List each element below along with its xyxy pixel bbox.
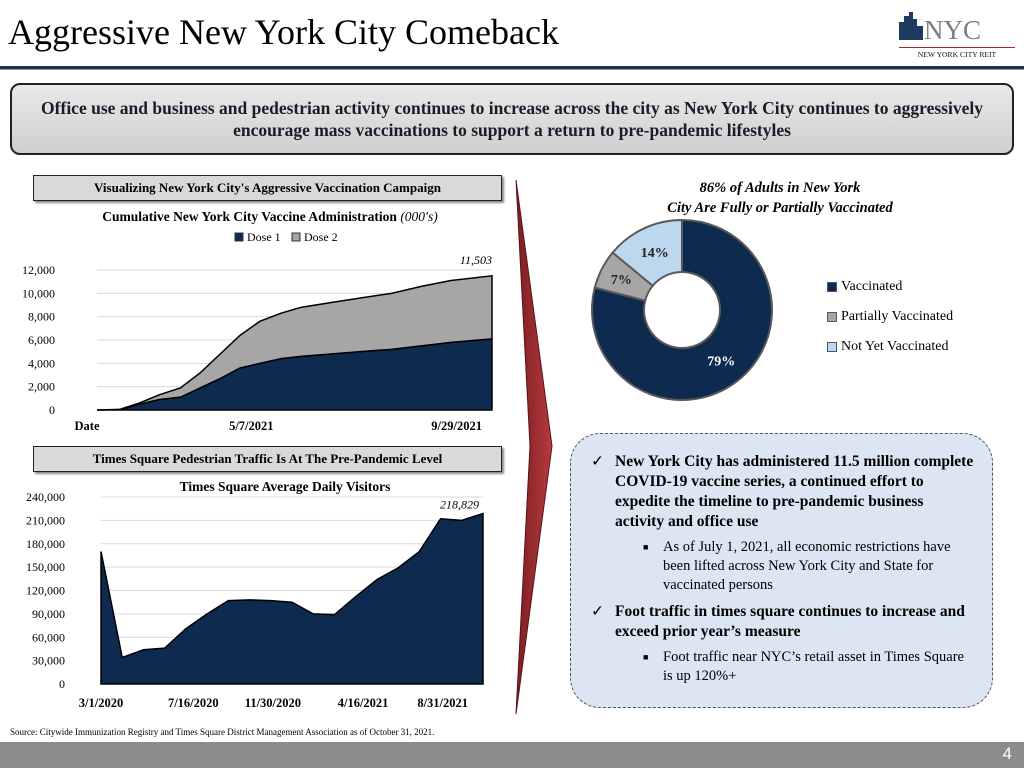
square-bullet-icon: ■ [643, 652, 649, 662]
bullet-point: ✓ New York City has administered 11.5 mil… [591, 452, 974, 532]
checkmark-icon: ✓ [591, 603, 604, 620]
section-header-vaccination: Visualizing New York City's Aggressive V… [33, 175, 502, 201]
sub-bullet-text: As of July 1, 2021, all economic restric… [663, 539, 951, 593]
area-dose-2 [96, 274, 493, 411]
y-tick-label: 30,000 [32, 654, 65, 668]
square-bullet-icon: ■ [643, 542, 649, 552]
sub-bullet-point: ■ As of July 1, 2021, all economic restri… [643, 538, 974, 595]
y-tick-label: 90,000 [32, 607, 65, 621]
legend-swatch [827, 342, 837, 352]
bullet-text: New York City has administered 11.5 mill… [615, 453, 974, 530]
nyc-reit-logo: NYC NEW YORK CITY REIT [899, 12, 1015, 59]
y-tick-label: 8,000 [28, 310, 55, 324]
y-tick-label: 6,000 [28, 333, 55, 347]
legend-label: Partially Vaccinated [841, 309, 954, 324]
y-tick-label: 240,000 [26, 490, 65, 504]
donut-title: 86% of Adults in New York City Are Fully… [620, 178, 940, 218]
sub-bullet-point: ■ Foot traffic near NYC’s retail asset in… [643, 648, 974, 686]
slice-label: 79% [707, 355, 735, 370]
y-tick-label: 180,000 [26, 537, 65, 551]
bullet-point: ✓ Foot traffic in times square continues … [591, 602, 974, 642]
x-tick-label: 9/29/2021 [431, 419, 482, 433]
legend-swatch [234, 232, 244, 242]
checkmark-icon: ✓ [591, 453, 604, 470]
chart-title-unit: (000's) [400, 209, 438, 224]
x-tick-label: 4/16/2021 [338, 696, 389, 710]
y-tick-label: 150,000 [26, 560, 65, 574]
key-points-box: ✓ New York City has administered 11.5 mil… [570, 433, 993, 708]
legend-item: Vaccinated [827, 279, 902, 295]
vaccine-administration-chart: Cumulative New York City Vaccine Adminis… [22, 209, 493, 433]
slice-vaccinated [591, 218, 773, 401]
slice-label: 7% [611, 273, 632, 288]
slice-label: 14% [641, 246, 669, 261]
y-tick-label: 120,000 [26, 584, 65, 598]
data-label: 218,829 [440, 497, 479, 511]
legend-item: Not Yet Vaccinated [827, 339, 948, 355]
chart-title: Times Square Average Daily Visitors [180, 479, 391, 494]
y-tick-label: 4,000 [28, 356, 55, 370]
title-divider [0, 66, 1024, 70]
donut-title-line2: City Are Fully or Partially Vaccinated [667, 200, 893, 216]
y-tick-label: 0 [59, 677, 65, 691]
vaccination-donut-chart: 79% 7% 14% [591, 218, 773, 401]
y-tick-label: 60,000 [32, 630, 65, 644]
legend-item: Partially Vaccinated [827, 309, 953, 325]
x-tick-label: 7/16/2020 [168, 696, 219, 710]
legend-label: Not Yet Vaccinated [841, 339, 949, 354]
chart-title-main: Cumulative New York City Vaccine Adminis… [102, 209, 397, 224]
slice-not-yet-vaccinated [611, 218, 683, 288]
footer-bar [0, 742, 1024, 768]
page-title: Aggressive New York City Comeback [8, 12, 559, 52]
source-note: Source: Citywide Immunization Registry a… [10, 727, 435, 737]
bullet-text: Foot traffic in times square continues t… [615, 603, 965, 640]
chart-title: Cumulative New York City Vaccine Adminis… [102, 209, 438, 224]
data-label: 11,503 [460, 253, 492, 267]
donut-title-line1: 86% of Adults in New York [699, 180, 861, 196]
legend-swatch [827, 312, 837, 322]
section-header-pedestrian: Times Square Pedestrian Traffic Is At Th… [33, 446, 502, 472]
x-tick-label: 8/31/2021 [417, 696, 468, 710]
legend-swatch [827, 282, 837, 292]
x-tick-label: 3/1/2020 [79, 696, 123, 710]
chevron-arrow [515, 179, 553, 715]
x-tick-label: 11/30/2020 [245, 696, 301, 710]
logo-subtext: NEW YORK CITY REIT [918, 50, 997, 59]
area-visitors [100, 512, 484, 685]
sub-bullet-text: Foot traffic near NYC’s retail asset in … [663, 649, 964, 684]
page-number: 4 [1002, 744, 1012, 763]
y-tick-label: 10,000 [22, 286, 55, 300]
y-tick-label: 12,000 [22, 263, 55, 277]
legend-label: Vaccinated [841, 279, 903, 294]
times-square-visitors-chart: Times Square Average Daily Visitors 0 30,… [26, 479, 484, 710]
x-tick-label: Date [75, 419, 100, 433]
headline-banner: Office use and business and pedestrian a… [10, 83, 1014, 155]
y-tick-label: 210,000 [26, 513, 65, 527]
x-tick-label: 5/7/2021 [229, 419, 273, 433]
logo-text: NYC [924, 15, 981, 45]
banner-text: Office use and business and pedestrian a… [41, 98, 983, 140]
y-tick-label: 0 [49, 403, 55, 417]
legend-label: Dose 1 [247, 230, 281, 244]
y-tick-label: 2,000 [28, 380, 55, 394]
legend: Dose 1 Dose 2 [234, 230, 338, 244]
legend-swatch [291, 232, 301, 242]
legend-label: Dose 2 [304, 230, 338, 244]
